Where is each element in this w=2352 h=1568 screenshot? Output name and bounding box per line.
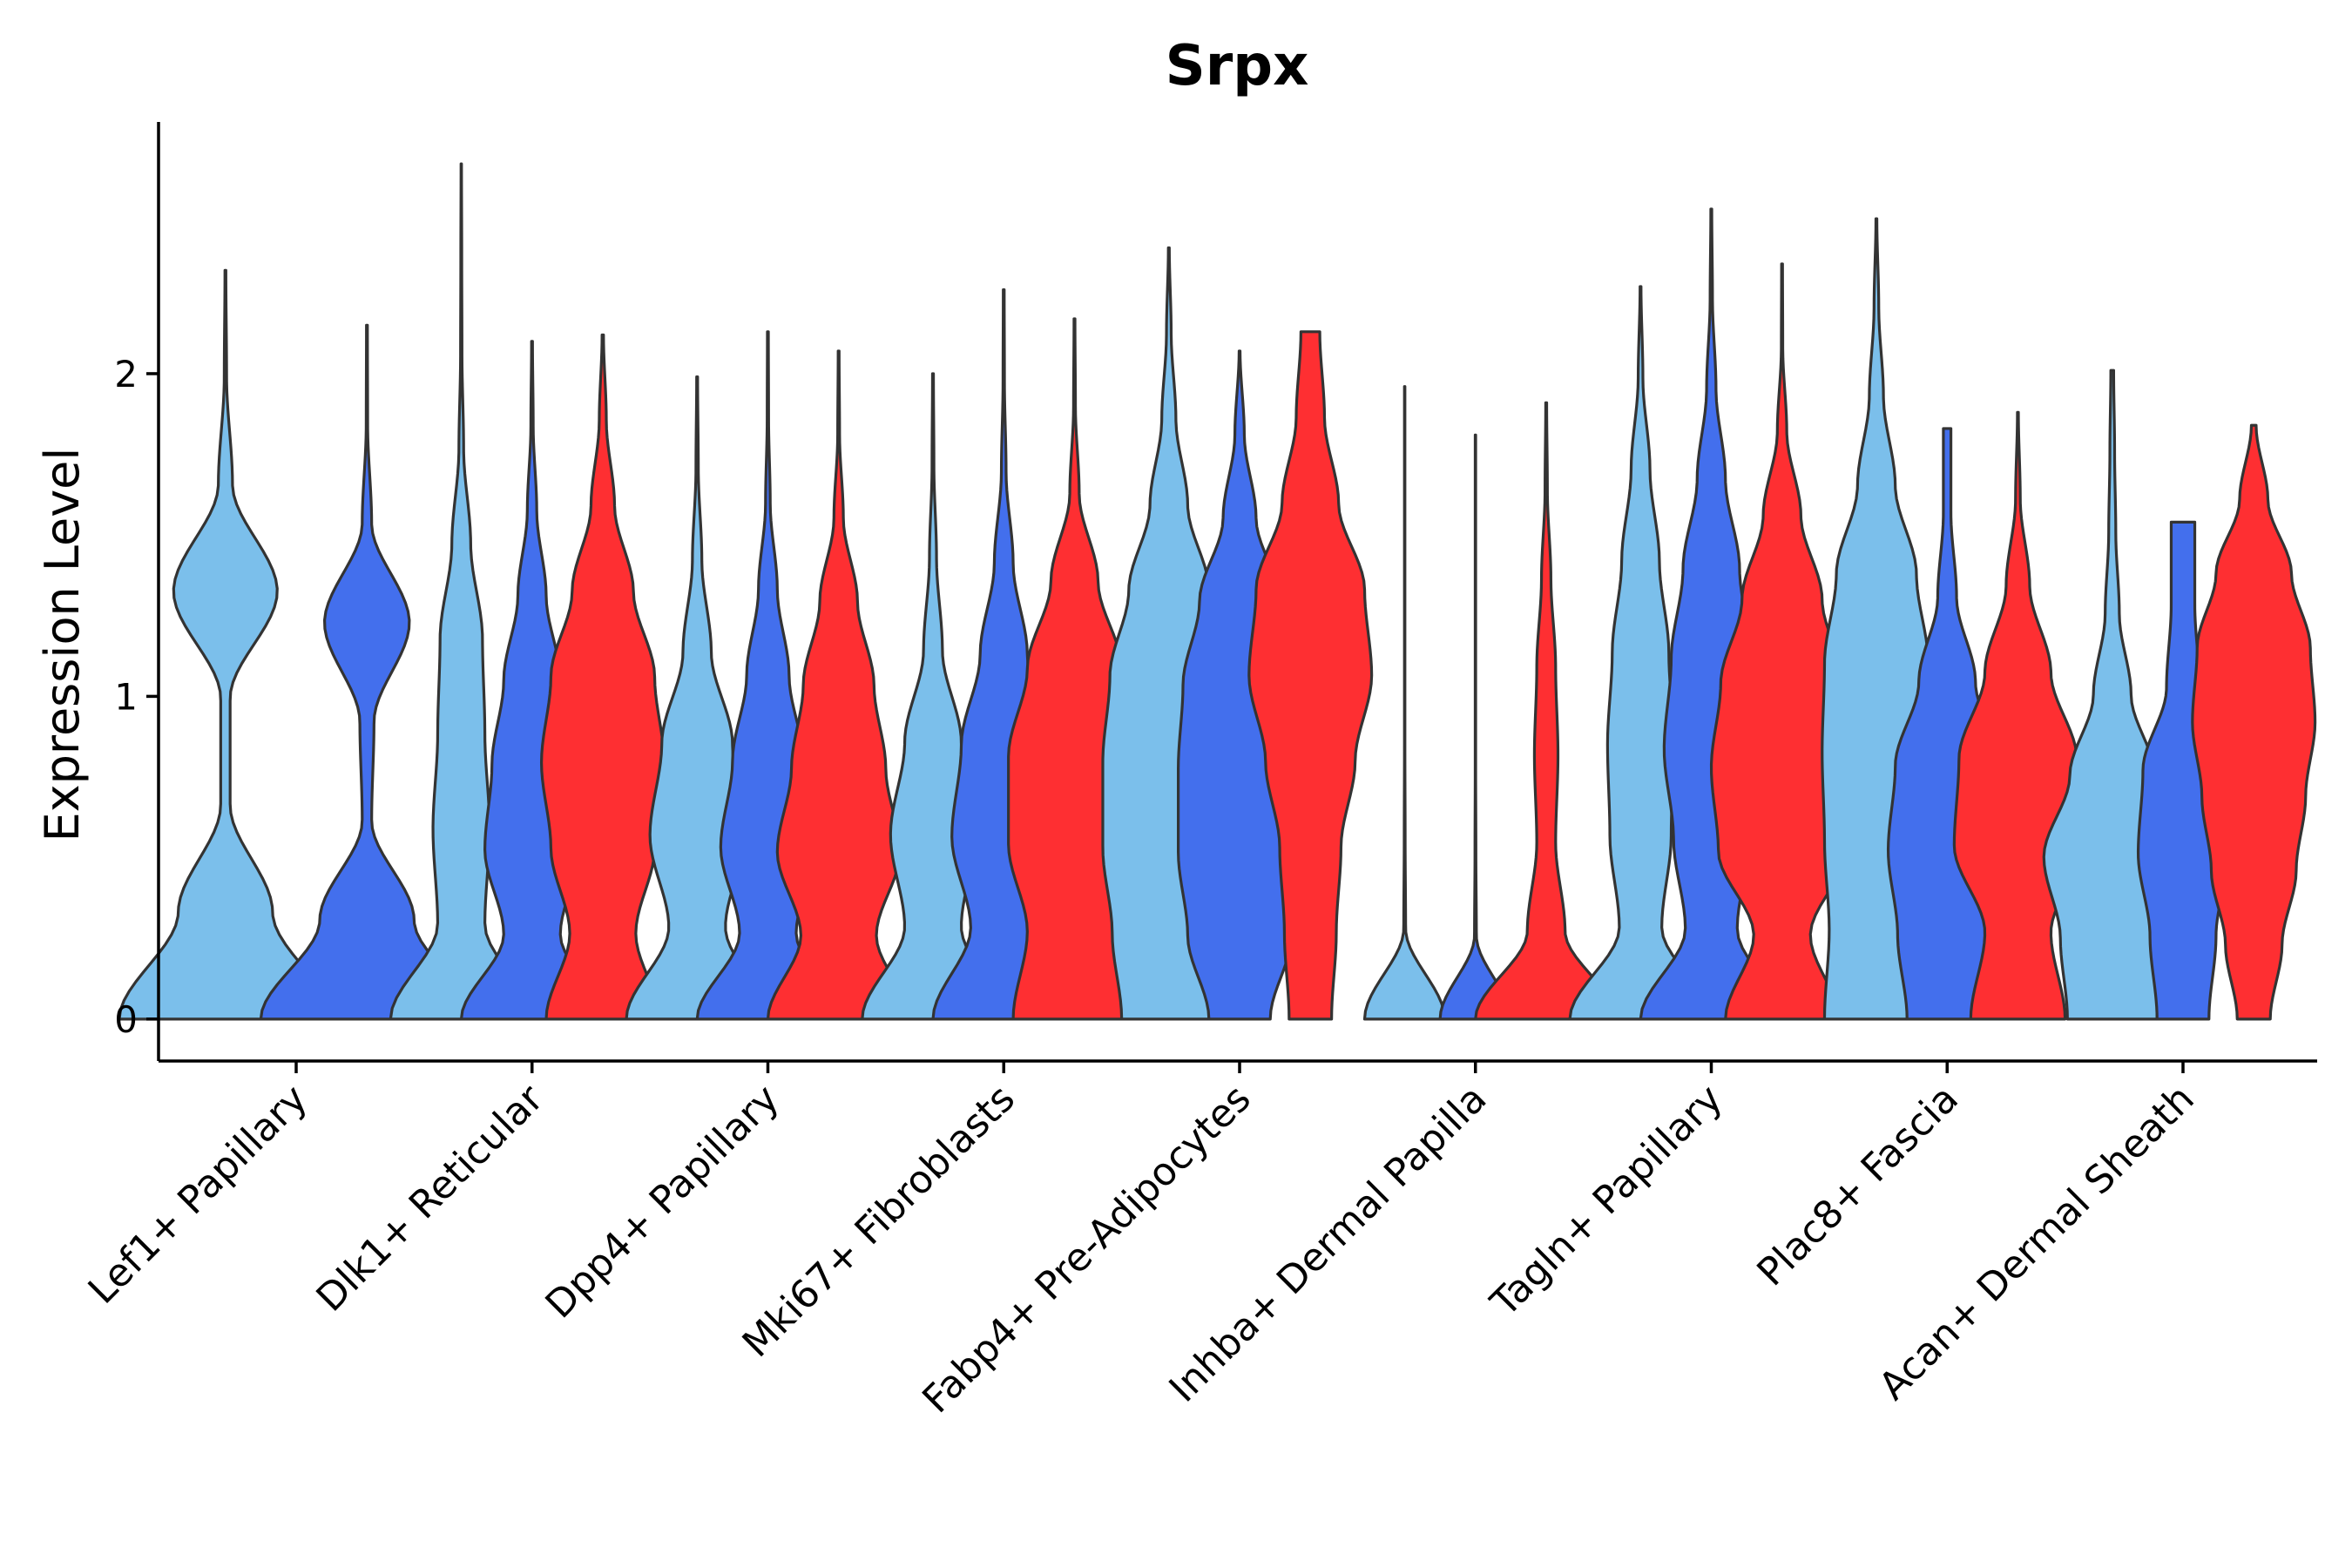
violin-inhba-dermal-papilla-s1: [1438, 433, 1512, 1021]
violin-lef1-papillary-s0: [118, 268, 334, 1021]
violin-dpp4-papillary-s2: [766, 349, 911, 1021]
violin-inhba-dermal-papilla-s0: [1362, 385, 1447, 1021]
y-axis-ticks: 0 1 2: [114, 353, 159, 1041]
violin-inhba-dermal-papilla-s2: [1474, 401, 1619, 1021]
violin-fabp4-pre-adipocytes-s2: [1247, 330, 1374, 1021]
y-tick-label: 2: [114, 353, 138, 395]
x-tick-label: Tagln+ Papillary: [1482, 1077, 1731, 1326]
y-tick-label: 1: [114, 675, 138, 718]
x-tick-label: Plac8+ Fascia: [1749, 1077, 1968, 1295]
x-tick-label: Dpp4+ Papillary: [537, 1077, 788, 1328]
x-tick-label: Lef1+ Papillary: [80, 1077, 316, 1313]
x-tick-label: Dlk1+ Reticular: [308, 1076, 553, 1321]
x-tick-label: Mki67+ Fibroblasts: [734, 1077, 1024, 1366]
violin-dlk1-reticular-s0: [389, 162, 534, 1021]
violin-acan-dermal-sheath-s2: [2191, 423, 2317, 1021]
y-axis-label: Expression Level: [35, 448, 90, 842]
y-tick-label: 0: [114, 998, 138, 1041]
violins-layer: [118, 162, 2317, 1021]
violin-lef1-papillary-s1: [259, 323, 475, 1021]
chart-title: Srpx: [1166, 34, 1309, 98]
axes-layer: [157, 122, 2317, 1063]
